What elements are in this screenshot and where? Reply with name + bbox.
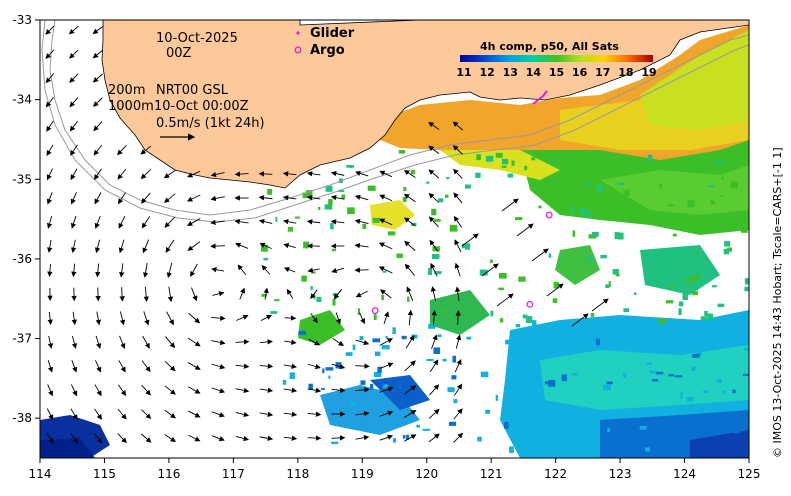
label-1000m: 1000m bbox=[108, 99, 154, 114]
colorbar-tick-label: 12 bbox=[479, 66, 494, 79]
x-tick-label: 120 bbox=[415, 467, 438, 481]
date-line2: 00Z bbox=[166, 46, 192, 61]
colorbar-tick-label: 13 bbox=[503, 66, 518, 79]
colorbar-tick-label: 17 bbox=[595, 66, 610, 79]
y-tick-label: -37 bbox=[12, 332, 32, 346]
colorbar-tick-label: 18 bbox=[618, 66, 633, 79]
y-tick-label: -35 bbox=[12, 172, 32, 186]
label-200m: 200m bbox=[108, 83, 145, 98]
glider-legend-label: Glider bbox=[310, 26, 355, 41]
x-tick-label: 117 bbox=[222, 467, 245, 481]
x-tick-label: 122 bbox=[544, 467, 567, 481]
x-tick-label: 116 bbox=[157, 467, 180, 481]
x-tick-label: 123 bbox=[609, 467, 632, 481]
colorbar-tick-label: 11 bbox=[456, 66, 471, 79]
x-tick-label: 115 bbox=[93, 467, 116, 481]
argo-legend-label: Argo bbox=[310, 43, 345, 58]
colorbar-tick-label: 14 bbox=[526, 66, 542, 79]
credit-text: © IMOS 13-Oct-2025 14:43 Hobart; Tscale=… bbox=[771, 147, 784, 458]
x-tick-label: 119 bbox=[351, 467, 374, 481]
y-tick-label: -36 bbox=[12, 252, 32, 266]
scale-text: 0.5m/s (1kt 24h) bbox=[156, 116, 265, 131]
x-tick-label: 124 bbox=[673, 467, 696, 481]
label-nrt: NRT00 GSL bbox=[156, 83, 229, 98]
colorbar-title: 4h comp, p50, All Sats bbox=[480, 40, 619, 53]
x-tick-label: 114 bbox=[29, 467, 52, 481]
colorbar-tick-label: 16 bbox=[572, 66, 588, 79]
colorbar-tick-label: 19 bbox=[641, 66, 656, 79]
x-tick-label: 125 bbox=[738, 467, 761, 481]
y-tick-label: -33 bbox=[12, 13, 32, 27]
y-axis: -33 -34 -35 -36 -37 -38 bbox=[12, 13, 40, 425]
x-tick-label: 121 bbox=[480, 467, 503, 481]
label-time: 10-Oct 00:00Z bbox=[154, 99, 249, 114]
colorbar-ramp bbox=[460, 55, 653, 62]
x-tick-label: 118 bbox=[286, 467, 309, 481]
colorbar-tick-label: 15 bbox=[549, 66, 564, 79]
date-line1: 10-Oct-2025 bbox=[156, 31, 238, 46]
y-tick-label: -34 bbox=[12, 93, 32, 107]
y-tick-label: -38 bbox=[12, 411, 32, 425]
x-axis: 114 115 116 117 118 119 120 121 122 123 124 125 bbox=[29, 458, 761, 481]
glider-marker-icon bbox=[296, 31, 299, 34]
